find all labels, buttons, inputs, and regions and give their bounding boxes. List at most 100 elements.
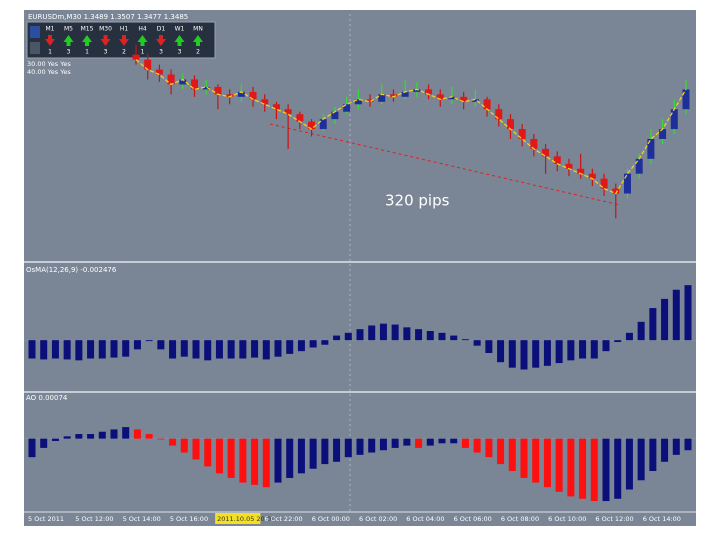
histogram-bar bbox=[661, 298, 669, 341]
histogram-bar bbox=[532, 438, 540, 483]
toolbar-icon[interactable] bbox=[30, 42, 40, 54]
histogram-bar bbox=[286, 438, 294, 478]
histogram-bar bbox=[40, 340, 48, 360]
timeframe-label: H4 bbox=[138, 26, 147, 33]
histogram-bar bbox=[625, 332, 633, 341]
histogram-bar bbox=[28, 340, 36, 359]
histogram-bar bbox=[157, 438, 165, 440]
time-label: 5 Oct 12:00 bbox=[75, 515, 113, 523]
histogram-bar bbox=[344, 438, 352, 458]
candle-body bbox=[565, 163, 573, 169]
signal-arrow bbox=[100, 35, 111, 46]
histogram-bar bbox=[98, 431, 106, 439]
histogram-bar bbox=[579, 340, 587, 359]
histogram-bar bbox=[555, 438, 563, 492]
settings-line: 30.00 Yes Yes bbox=[27, 60, 71, 68]
histogram-bar bbox=[204, 438, 212, 467]
histogram-bar bbox=[403, 438, 411, 446]
histogram-bar bbox=[426, 331, 434, 341]
candle-body bbox=[284, 109, 292, 115]
time-label: 2011.10.05 20:00 bbox=[217, 515, 275, 523]
histogram-bar bbox=[51, 340, 59, 359]
histogram-bar bbox=[461, 339, 469, 341]
candle-body bbox=[471, 99, 479, 102]
time-label: 5 Oct 16:00 bbox=[170, 515, 208, 523]
histogram-bar bbox=[379, 323, 387, 341]
signal-arrow bbox=[63, 35, 74, 46]
histogram-bar bbox=[590, 438, 598, 502]
timeframe-label: W1 bbox=[175, 26, 185, 33]
histogram-bar bbox=[532, 340, 540, 368]
signal-arrow bbox=[193, 35, 203, 46]
candle-body bbox=[588, 173, 596, 179]
histogram-bar bbox=[204, 340, 212, 361]
histogram-bar bbox=[239, 340, 247, 359]
candle-body bbox=[448, 96, 456, 100]
candle-body bbox=[425, 89, 433, 95]
candle-body bbox=[635, 158, 643, 174]
candle-body bbox=[366, 99, 374, 102]
histogram-bar bbox=[602, 340, 610, 352]
histogram-bar bbox=[450, 335, 458, 341]
window-title: EURUSDm,M30 1.3489 1.3507 1.3477 1.3485 bbox=[28, 13, 188, 21]
candle-body bbox=[155, 69, 163, 75]
time-label: 6 Oct 10:00 bbox=[548, 515, 586, 523]
histogram-bar bbox=[110, 340, 118, 358]
histogram-bar bbox=[180, 438, 188, 453]
candle-body bbox=[413, 89, 421, 92]
candle-body bbox=[600, 178, 608, 189]
histogram-bar bbox=[473, 340, 481, 346]
histogram-bar bbox=[133, 340, 141, 350]
histogram-bar bbox=[356, 438, 364, 455]
candle-body bbox=[308, 121, 316, 130]
histogram-bar bbox=[227, 340, 235, 359]
candle-body bbox=[237, 91, 245, 97]
histogram-bar bbox=[309, 438, 317, 469]
candle-body bbox=[214, 86, 222, 95]
histogram-bar bbox=[508, 438, 516, 472]
timeframe-label: D1 bbox=[157, 26, 166, 33]
histogram-bar bbox=[672, 289, 680, 341]
timeframe-label: M15 bbox=[81, 26, 94, 33]
histogram-bar bbox=[286, 340, 294, 354]
histogram-bar bbox=[567, 438, 575, 497]
histogram-bar bbox=[625, 438, 633, 490]
timeframe-label: M1 bbox=[46, 26, 55, 33]
histogram-bar bbox=[40, 438, 48, 448]
histogram-bar bbox=[297, 438, 305, 474]
histogram-bar bbox=[333, 335, 341, 341]
histogram-bar bbox=[567, 340, 575, 361]
time-label: 6 Oct 00:00 bbox=[312, 515, 350, 523]
signal-count: 2 bbox=[196, 49, 200, 56]
histogram-bar bbox=[215, 438, 223, 474]
signal-arrow bbox=[137, 35, 148, 46]
time-label: 5 Oct 2011 bbox=[28, 515, 64, 523]
toolbar-icon[interactable] bbox=[30, 26, 40, 38]
candle-body bbox=[261, 99, 269, 105]
candle-body bbox=[331, 111, 339, 120]
signal-arrow bbox=[174, 35, 185, 46]
histogram-bar bbox=[473, 438, 481, 453]
candle-body bbox=[460, 96, 468, 102]
histogram-bar bbox=[87, 340, 95, 359]
timeframe-label: M5 bbox=[64, 26, 73, 33]
histogram-bar bbox=[122, 340, 130, 357]
histogram-bar bbox=[461, 438, 469, 448]
histogram-bar bbox=[520, 438, 528, 478]
histogram-bar bbox=[63, 340, 71, 360]
histogram-bar bbox=[63, 436, 71, 439]
osma-label: OsMA(12,26,9) -0.002476 bbox=[26, 266, 117, 274]
candle-body bbox=[132, 54, 140, 60]
candle-body bbox=[659, 129, 667, 139]
time-cursor-label-bg bbox=[215, 513, 261, 524]
histogram-bar bbox=[169, 340, 177, 359]
histogram-bar bbox=[438, 438, 446, 444]
histogram-bar bbox=[251, 340, 259, 358]
candle-body bbox=[483, 99, 491, 110]
histogram-bar bbox=[28, 438, 36, 458]
histogram-bar bbox=[379, 438, 387, 451]
histogram-bar bbox=[145, 340, 153, 342]
timeframe-label: H1 bbox=[120, 26, 129, 33]
histogram-bar bbox=[309, 340, 317, 348]
